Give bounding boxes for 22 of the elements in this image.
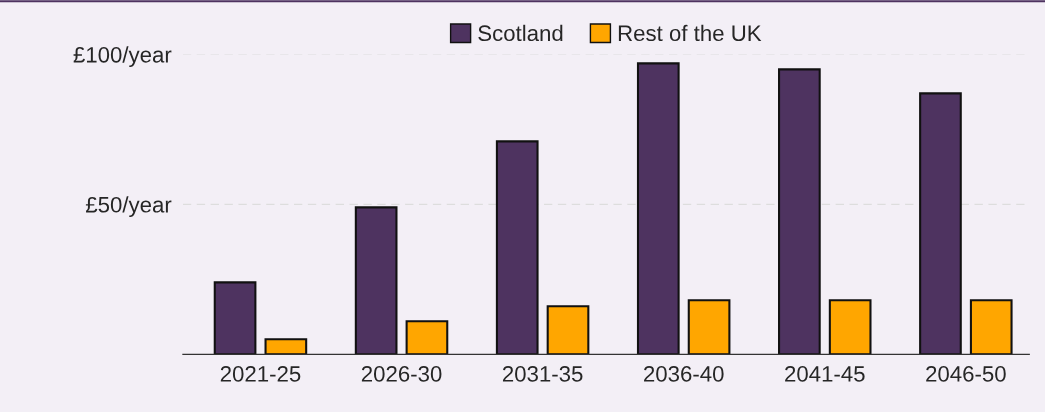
x-tick-label: 2031-35	[502, 366, 583, 382]
y-tick-label: £50/year	[85, 196, 172, 218]
bar	[687, 299, 731, 355]
legend-label: Rest of the UK	[618, 24, 762, 42]
bar	[778, 68, 821, 355]
x-tick-label: 2026-30	[361, 366, 442, 382]
x-tick-label: 2046-50	[926, 366, 1006, 382]
bar	[495, 140, 539, 355]
bar	[828, 299, 872, 355]
bar	[354, 206, 398, 355]
y-tick-label: £100/year	[73, 46, 172, 68]
bar	[213, 281, 257, 355]
bar	[264, 338, 308, 355]
bar	[636, 62, 680, 355]
legend-label: Scotland	[478, 24, 563, 42]
bar	[969, 299, 1013, 355]
bar	[919, 92, 962, 355]
bar	[405, 320, 449, 355]
x-tick-label: 2036-40	[644, 366, 724, 382]
x-tick-label: 2041-45	[785, 366, 865, 382]
bar	[546, 305, 590, 355]
x-tick-label: 2021-25	[220, 366, 301, 382]
